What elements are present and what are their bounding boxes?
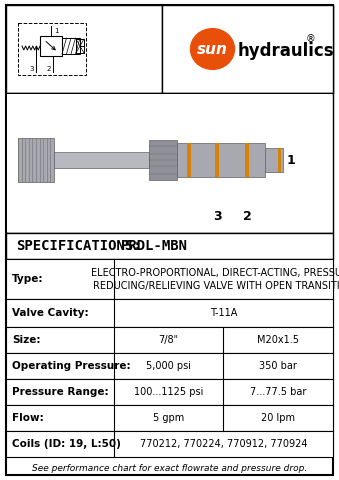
- Bar: [76, 39, 84, 53]
- Text: Valve Cavity:: Valve Cavity:: [12, 308, 88, 318]
- Bar: [18, 23, 86, 75]
- Bar: [6, 405, 333, 431]
- Text: hydraulics: hydraulics: [238, 42, 334, 60]
- Bar: [6, 299, 333, 327]
- Text: Type:: Type:: [12, 274, 43, 284]
- Bar: [6, 431, 333, 457]
- Text: 2: 2: [47, 66, 51, 72]
- Text: 7...77.5 bar: 7...77.5 bar: [250, 387, 306, 397]
- Bar: [187, 143, 191, 177]
- Text: 3: 3: [29, 66, 34, 72]
- Text: T-11A: T-11A: [210, 308, 237, 318]
- Bar: [6, 93, 333, 233]
- Text: ELECTRO-PROPORTIONAL, DIRECT-ACTING, PRESSURE: ELECTRO-PROPORTIONAL, DIRECT-ACTING, PRE…: [92, 268, 339, 278]
- Bar: [62, 38, 80, 54]
- Text: 3: 3: [213, 210, 221, 223]
- Text: 2: 2: [243, 210, 252, 223]
- Bar: [265, 148, 283, 172]
- Bar: [40, 36, 62, 56]
- Text: 1: 1: [54, 28, 59, 34]
- Bar: [245, 143, 249, 177]
- Text: Flow:: Flow:: [12, 413, 44, 423]
- Text: 100...1125 psi: 100...1125 psi: [134, 387, 203, 397]
- Bar: [162, 5, 333, 93]
- Bar: [6, 379, 333, 405]
- Text: See performance chart for exact flowrate and pressure drop.: See performance chart for exact flowrate…: [32, 464, 307, 473]
- Text: Coils (ID: 19, L:50): Coils (ID: 19, L:50): [12, 439, 121, 449]
- Bar: [6, 327, 333, 353]
- Bar: [6, 233, 333, 259]
- Bar: [177, 143, 265, 177]
- Bar: [6, 5, 162, 93]
- Bar: [278, 148, 281, 172]
- Bar: [149, 140, 177, 180]
- Text: 350 bar: 350 bar: [259, 361, 297, 371]
- Ellipse shape: [191, 29, 235, 69]
- Text: Operating Pressure:: Operating Pressure:: [12, 361, 131, 371]
- Bar: [7, 94, 332, 232]
- Text: Pressure Range:: Pressure Range:: [12, 387, 108, 397]
- Text: 770212, 770224, 770912, 770924: 770212, 770224, 770912, 770924: [140, 439, 307, 449]
- Text: SPECIFICATIONS:: SPECIFICATIONS:: [16, 239, 142, 253]
- Bar: [6, 5, 333, 93]
- Text: 20 lpm: 20 lpm: [261, 413, 295, 423]
- Text: PRDL-MBN: PRDL-MBN: [121, 239, 188, 253]
- Text: 5 gpm: 5 gpm: [153, 413, 184, 423]
- Text: REDUCING/RELIEVING VALVE WITH OPEN TRANSITION: REDUCING/RELIEVING VALVE WITH OPEN TRANS…: [93, 281, 339, 291]
- Text: 7/8": 7/8": [159, 335, 179, 345]
- Text: 1: 1: [287, 154, 296, 167]
- Bar: [54, 152, 149, 168]
- Text: 5,000 psi: 5,000 psi: [146, 361, 191, 371]
- Text: sun: sun: [197, 41, 228, 57]
- Bar: [6, 259, 333, 299]
- Bar: [215, 143, 219, 177]
- Text: Size:: Size:: [12, 335, 40, 345]
- Bar: [18, 138, 54, 182]
- Text: M20x1.5: M20x1.5: [257, 335, 299, 345]
- Text: ®: ®: [305, 34, 315, 44]
- Bar: [6, 353, 333, 379]
